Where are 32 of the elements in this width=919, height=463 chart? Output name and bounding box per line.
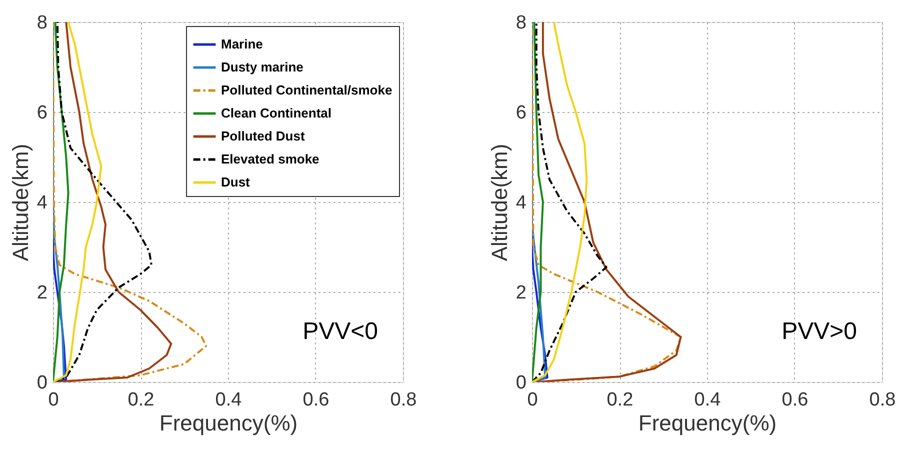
y-tick-label: 6 [36,102,48,124]
x-tick-label: 0.8 [869,390,896,410]
y-axis-title: Altitude(km) [8,144,33,262]
annotation: PVV>0 [782,318,857,345]
x-tick-label: 0.4 [694,390,722,410]
x-tick-label: 0.4 [215,390,242,410]
y-tick-label: 2 [516,282,526,304]
legend-label: Dusty marine [221,60,304,74]
y-tick-label: 8 [516,12,526,34]
x-tick-label: 0.6 [302,390,330,410]
x-tick-label: 0.6 [782,390,808,410]
legend-label: Clean Continental [221,106,332,120]
legend-label: Marine [221,36,263,52]
y-tick-label: 6 [516,102,526,124]
x-axis-title: Frequency(%) [638,410,777,436]
line-series [56,22,172,382]
x-axis-title: Frequency(%) [159,410,298,436]
y-tick-label: 0 [516,372,526,394]
y-tick-label: 0 [36,372,48,394]
legend-label: Dust [221,174,251,190]
legend-label: Elevated smoke [221,152,320,166]
annotation: PVV<0 [302,318,378,345]
x-tick-label: 0.2 [606,390,634,410]
y-axis-title: Altitude(km) [486,144,512,262]
y-tick-label: 2 [36,282,48,304]
y-tick-label: 4 [36,192,48,214]
y-tick-label: 8 [36,12,48,34]
x-tick-label: 0.2 [128,390,154,410]
legend-label: Polluted Dust [221,128,306,144]
legend-label: Polluted Continental/smoke [221,82,392,98]
y-tick-label: 4 [516,192,527,214]
x-tick-label: 0.8 [390,390,417,410]
